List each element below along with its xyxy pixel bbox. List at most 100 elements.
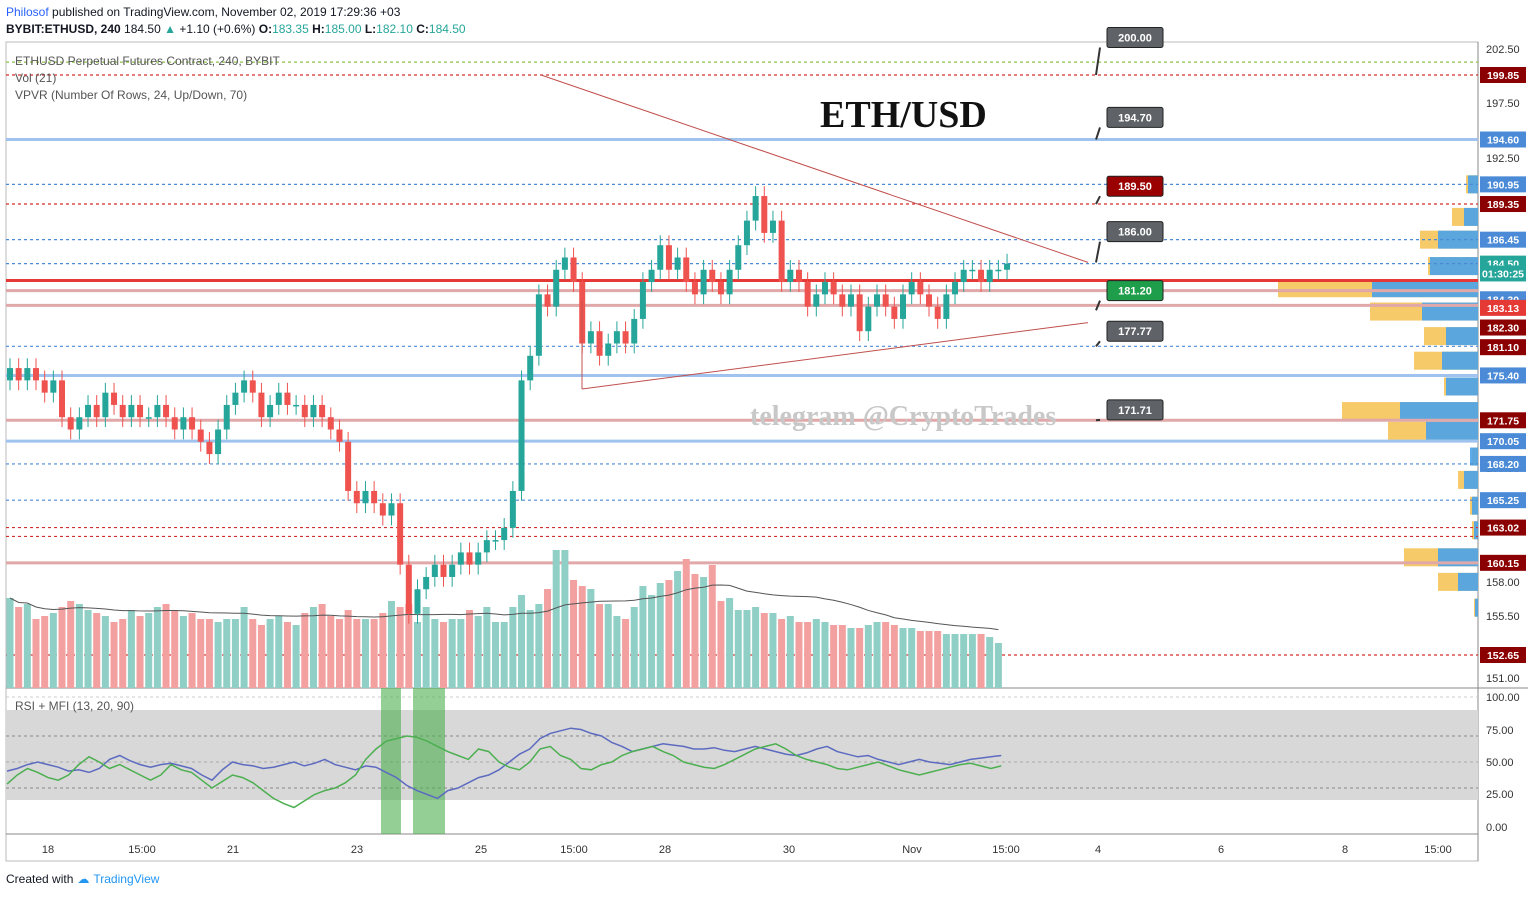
high-label: H: xyxy=(312,22,325,36)
volume-bar xyxy=(691,574,699,688)
candle-body xyxy=(839,294,846,307)
triangle-lower-line xyxy=(581,322,1089,390)
candle-body xyxy=(423,576,430,590)
volume-bar xyxy=(101,616,109,688)
price-axis[interactable]: 202.50197.50192.50188.50166.50158.00155.… xyxy=(1480,44,1526,834)
vpvr-down-bar xyxy=(1464,470,1478,489)
volume-bar xyxy=(257,625,265,688)
volume-bar xyxy=(544,589,552,688)
callout-label: 177.77 xyxy=(1118,326,1152,338)
candle-body xyxy=(180,417,187,430)
price-axis-badge-label: 165.25 xyxy=(1487,495,1519,507)
volume-bar xyxy=(561,550,569,688)
candle-body xyxy=(449,564,456,577)
price-tick-label: 202.50 xyxy=(1486,44,1520,56)
candle-body xyxy=(249,380,256,393)
tradingview-link[interactable]: TradingView xyxy=(93,872,160,886)
volume-bar xyxy=(986,637,994,688)
volume-bar xyxy=(84,610,92,688)
volume-bar xyxy=(526,610,534,688)
candle-body xyxy=(631,318,638,344)
time-tick-label: 15:00 xyxy=(1424,844,1452,856)
volume-bar xyxy=(821,622,829,688)
candle-body xyxy=(874,294,880,307)
time-tick-label: 30 xyxy=(783,844,795,856)
volume-bar xyxy=(318,604,326,688)
candle-body xyxy=(804,282,811,307)
chart-title: ETH/USD xyxy=(820,94,987,136)
price-axis-badge xyxy=(1480,455,1526,472)
price-axis-badge-label: 175.40 xyxy=(1487,370,1519,382)
rsi-tick-label: 75.00 xyxy=(1486,725,1514,737)
volume-bar xyxy=(205,619,213,688)
volume-bar xyxy=(136,616,144,688)
volume-bar xyxy=(145,613,153,688)
price-axis-badge-label: 171.75 xyxy=(1487,415,1519,427)
volume-bar xyxy=(613,616,621,688)
callout-pointer xyxy=(1095,195,1101,205)
candle-body xyxy=(371,490,378,504)
last-price: 184.50 xyxy=(124,22,161,36)
candle-body xyxy=(709,269,716,283)
callout-pointer xyxy=(1095,47,1101,76)
candle-body xyxy=(847,294,854,307)
time-tick-label: 28 xyxy=(659,844,671,856)
mfi-oversold-zone xyxy=(381,688,401,834)
callout-pointer xyxy=(1095,127,1101,140)
mfi-oversold-zone xyxy=(413,688,445,834)
volume-bar xyxy=(301,613,309,688)
callout-pointer xyxy=(1095,340,1101,347)
volume-bar xyxy=(353,619,361,688)
candle-body xyxy=(865,306,872,332)
author-link[interactable]: Philosof xyxy=(6,5,49,19)
volume-bar xyxy=(682,559,690,688)
up-arrow-icon: ▲ xyxy=(164,22,176,36)
vpvr-down-bar xyxy=(1446,377,1478,396)
price-axis-badge xyxy=(1480,412,1526,429)
candle-body xyxy=(189,417,196,430)
candle-body xyxy=(613,331,620,344)
horizontal-levels xyxy=(6,61,1478,656)
volume-bar xyxy=(674,571,682,688)
candle-body xyxy=(197,429,204,442)
price-axis-badge xyxy=(1480,299,1526,316)
candle-body xyxy=(206,441,213,455)
volume-bar xyxy=(622,619,630,688)
volume-bar xyxy=(171,610,179,688)
rsi-tick-label: 0.00 xyxy=(1486,822,1507,834)
candle-body xyxy=(570,257,577,283)
candle-body xyxy=(293,404,300,407)
time-axis[interactable]: 18 15:00 21 23 25 15:00 28 30 Nov 15:00 4 6 8 15:00 xyxy=(42,844,1452,856)
candle-body xyxy=(284,392,291,405)
volume-bar xyxy=(492,622,500,688)
candle-body xyxy=(778,220,785,283)
candle-body xyxy=(639,282,646,319)
volume-bar xyxy=(361,619,369,688)
candle-body xyxy=(475,552,482,565)
time-tick-label: 15:00 xyxy=(128,844,156,856)
time-tick-label: 15:00 xyxy=(992,844,1020,856)
volume-bar xyxy=(778,619,786,688)
candle-body xyxy=(882,294,889,307)
vpvr-down-bar xyxy=(1474,521,1478,540)
candle-body xyxy=(978,269,985,283)
low-value: 182.10 xyxy=(376,22,413,36)
candle-body xyxy=(258,392,265,418)
volume-bar xyxy=(656,583,664,688)
publish-info: Philosof published on TradingView.com, N… xyxy=(6,4,466,21)
candle-body xyxy=(596,331,603,356)
candle-body xyxy=(787,269,794,283)
volume-bar xyxy=(509,607,517,688)
close-label: C: xyxy=(416,22,429,36)
candle-body xyxy=(995,269,1002,272)
candle-body xyxy=(691,282,698,295)
candle-body xyxy=(795,269,802,283)
volume-bar xyxy=(925,631,933,688)
candle-body xyxy=(76,417,83,430)
candle-body xyxy=(232,392,239,405)
triangle-upper-line xyxy=(540,74,1089,263)
candle-body xyxy=(891,306,898,319)
time-tick-label: 8 xyxy=(1342,844,1348,856)
volume-bar xyxy=(440,622,447,688)
